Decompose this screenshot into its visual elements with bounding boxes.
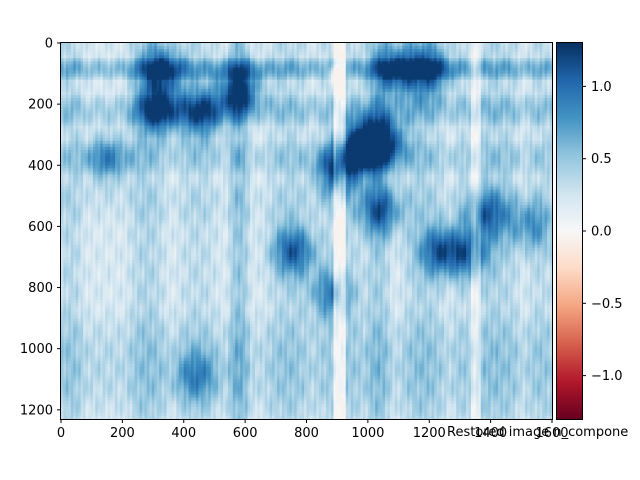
heatmap-image [61,43,553,420]
